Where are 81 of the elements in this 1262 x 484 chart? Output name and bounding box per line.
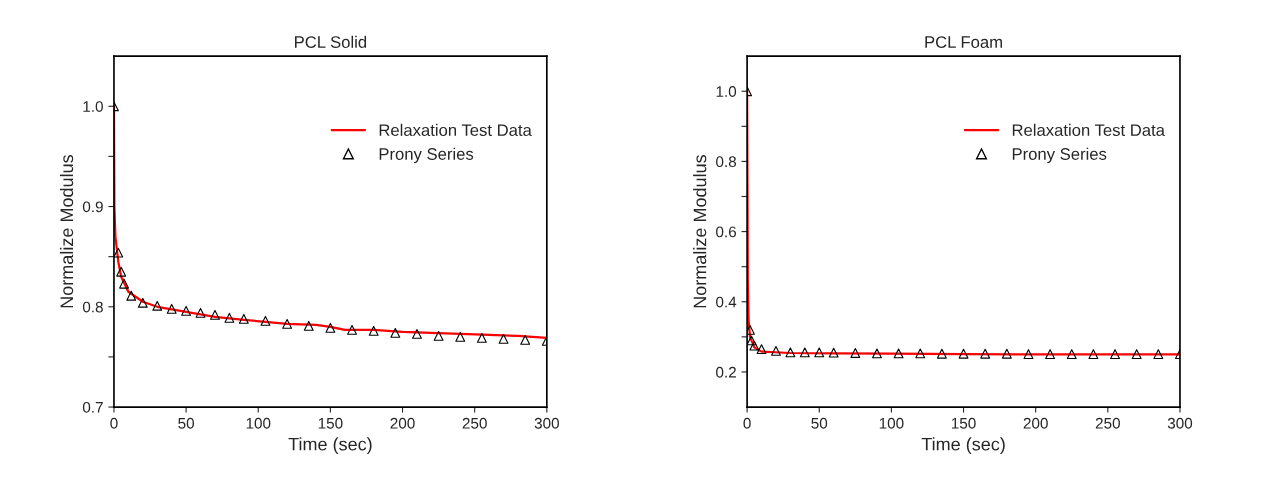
- point: [1131, 349, 1142, 360]
- point: [303, 320, 314, 331]
- point: [749, 340, 760, 351]
- x-tick-label: 250: [1095, 417, 1120, 429]
- y-tick-label: 1.0: [83, 101, 103, 112]
- point: [980, 348, 991, 359]
- y-axis-title: Normalize Modulus: [59, 154, 74, 308]
- point: [137, 297, 148, 308]
- point: [210, 309, 220, 320]
- point: [828, 347, 839, 358]
- x-axis-title: Time (sec): [921, 437, 1005, 455]
- point: [1045, 349, 1056, 360]
- point: [756, 344, 767, 355]
- point: [126, 290, 137, 301]
- x-tick-label: 50: [178, 417, 194, 429]
- y-axis-title: Normalize Modulus: [693, 154, 707, 308]
- point: [520, 334, 531, 345]
- point: [915, 348, 926, 359]
- x-tick-label: 200: [390, 417, 415, 429]
- point: [747, 335, 757, 346]
- y-tick-label: 0.2: [716, 366, 736, 378]
- point: [282, 318, 293, 329]
- legend-label: Relaxation Test Data: [379, 123, 532, 137]
- chart-title: PCL Foam: [925, 36, 1002, 48]
- y-tick-label: 0.4: [716, 296, 737, 308]
- point: [390, 327, 401, 338]
- x-tick-label: 300: [1167, 417, 1193, 429]
- point: [799, 347, 810, 358]
- point: [455, 331, 466, 342]
- point: [1153, 349, 1164, 360]
- point: [785, 347, 796, 358]
- point: [347, 324, 357, 335]
- y-tick-label: 0.7: [82, 401, 103, 413]
- point: [1088, 349, 1099, 360]
- point: [1110, 349, 1120, 360]
- point: [195, 307, 206, 318]
- point: [1001, 348, 1012, 359]
- point: [814, 347, 825, 358]
- x-tick-label: 100: [879, 417, 904, 429]
- y-tick-label: 0.6: [716, 226, 737, 238]
- y-tick-label: 0.8: [716, 156, 737, 168]
- point: [181, 305, 192, 316]
- x-tick-label: 0: [743, 417, 751, 429]
- point: [1066, 349, 1077, 360]
- point: [260, 315, 271, 326]
- y-tick-label: 0.8: [82, 301, 103, 313]
- point: [412, 328, 422, 339]
- x-tick-label: 50: [811, 417, 828, 429]
- x-tick-label: 150: [318, 417, 343, 429]
- point: [893, 348, 904, 359]
- point: [119, 278, 130, 289]
- x-tick-label: 250: [462, 417, 487, 429]
- point: [1023, 349, 1034, 360]
- legend-label: Prony Series: [379, 147, 474, 164]
- legend-label: Prony Series: [1012, 147, 1107, 164]
- point: [368, 325, 379, 336]
- chart-title: PCL Solid: [295, 35, 367, 48]
- point: [433, 330, 444, 341]
- point: [113, 247, 124, 258]
- point: [771, 345, 781, 356]
- point: [116, 266, 127, 277]
- legend-label: Relaxation Test Data: [1012, 123, 1165, 137]
- point: [498, 333, 509, 344]
- point: [325, 322, 336, 333]
- point: [850, 348, 861, 358]
- point: [958, 348, 969, 359]
- x-tick-label: 100: [246, 417, 271, 429]
- y-tick-label: 0.9: [82, 201, 103, 213]
- x-tick-label: 150: [951, 417, 976, 429]
- point: [238, 313, 249, 324]
- x-axis-title: Time (sec): [288, 437, 372, 455]
- x-tick-label: 0: [110, 417, 118, 429]
- x-tick-label: 300: [534, 417, 559, 429]
- point: [224, 312, 235, 323]
- point: [476, 332, 487, 343]
- point: [152, 300, 163, 311]
- point: [872, 348, 882, 359]
- point: [166, 303, 177, 314]
- x-tick-label: 200: [1023, 417, 1048, 429]
- y-tick-label: 1.0: [716, 86, 737, 97]
- point: [936, 348, 947, 359]
